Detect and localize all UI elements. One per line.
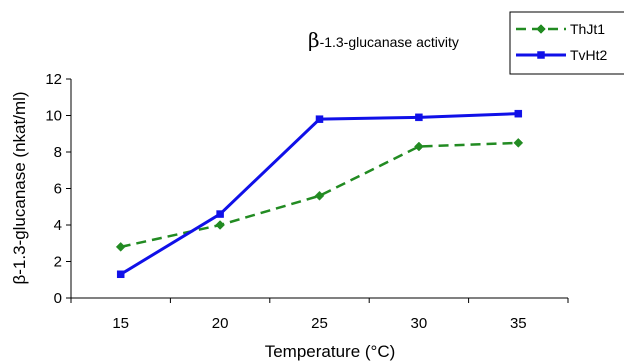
y-axis-title: β-1.3-glucanase (nkat/ml) (10, 91, 29, 284)
data-point-thjt1-35 (513, 138, 524, 148)
legend-marker-tvht2 (537, 51, 545, 59)
y-tick-label-2: 2 (54, 254, 62, 271)
y-tick-label-0: 0 (54, 290, 62, 307)
legend-marker-thjt1 (536, 24, 546, 34)
series-layer (115, 109, 524, 279)
legend-label-thjt1: ThJt1 (570, 21, 605, 37)
data-point-thjt1-30 (414, 141, 424, 152)
chart-title-text: -1.3-glucanase activity (320, 34, 459, 50)
legend-box (509, 11, 624, 75)
data-point-tvht2-35 (514, 109, 523, 118)
legend: ThJt1 TvHt2 (509, 11, 624, 75)
x-tick-label-15: 15 (112, 315, 129, 332)
data-point-tvht2-15 (116, 270, 125, 279)
chart-title-beta: β (308, 28, 320, 52)
y-axis: 0 2 4 6 8 10 12 (45, 71, 72, 307)
x-tick-label-20: 20 (212, 315, 229, 332)
chart-title: β-1.3-glucanase activity (308, 28, 459, 52)
y-tick-label-12: 12 (45, 71, 62, 88)
y-tick-label-4: 4 (54, 217, 62, 234)
x-axis-title: Temperature (°C) (265, 342, 396, 361)
data-point-thjt1-25 (314, 190, 325, 201)
legend-label-tvht2: TvHt2 (570, 47, 608, 63)
series-line-thjt1 (120, 141, 519, 249)
data-point-thjt1-20 (215, 220, 225, 230)
data-point-tvht2-30 (415, 113, 423, 122)
x-tick-label-35: 35 (510, 315, 527, 332)
y-tick-label-10: 10 (45, 108, 62, 125)
data-point-tvht2-25 (315, 115, 324, 123)
y-tick-label-6: 6 (54, 181, 62, 198)
x-tick-label-25: 25 (311, 315, 328, 332)
data-point-thjt1-15 (115, 242, 126, 252)
y-tick-label-8: 8 (54, 144, 62, 161)
x-axis: 15 20 25 30 35 (70, 297, 569, 332)
data-point-tvht2-20 (216, 210, 224, 218)
x-tick-label-30: 30 (411, 315, 428, 332)
